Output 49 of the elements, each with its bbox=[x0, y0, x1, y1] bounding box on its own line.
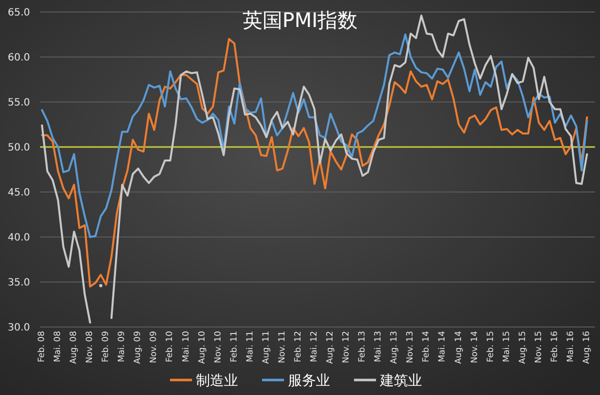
x-tick-label: Mai. 11 bbox=[245, 331, 256, 362]
x-tick-label: Feb. 15 bbox=[486, 331, 496, 362]
line-series bbox=[41, 34, 588, 238]
legend-label: 服务业 bbox=[288, 373, 330, 389]
y-tick-label: 45.0 bbox=[8, 188, 30, 198]
x-tick-label: Nov. 09 bbox=[149, 331, 160, 364]
y-tick-label: 30.0 bbox=[8, 322, 30, 334]
x-tick-label: Mai. 10 bbox=[181, 331, 192, 362]
x-tick-label: Feb. 16 bbox=[550, 331, 560, 362]
y-tick-label: 65.0 bbox=[8, 8, 30, 18]
y-tick-label: 55.0 bbox=[8, 98, 30, 108]
x-tick-label: Aug. 12 bbox=[326, 331, 336, 364]
x-tick-label: Aug. 09 bbox=[133, 331, 144, 364]
x-tick-label: Aug. 13 bbox=[390, 331, 400, 364]
x-tick-label: Nov. 10 bbox=[213, 331, 224, 364]
y-tick-label: 50.0 bbox=[8, 142, 30, 154]
x-tick-label: Mai. 08 bbox=[53, 331, 64, 362]
x-tick-label: Mai. 09 bbox=[117, 331, 128, 362]
x-tick-label: Feb. 11 bbox=[229, 331, 240, 362]
y-tick-label: 60.0 bbox=[8, 52, 30, 64]
x-tick-label: Nov. 15 bbox=[534, 331, 544, 364]
x-tick-label: Nov. 12 bbox=[342, 331, 352, 364]
x-tick-label: Nov. 08 bbox=[85, 331, 96, 364]
x-tick-label: Feb. 08 bbox=[37, 331, 47, 362]
x-tick-label: Aug. 08 bbox=[69, 331, 80, 364]
x-tick-label: Feb. 12 bbox=[293, 331, 304, 362]
x-tick-label: Feb. 10 bbox=[165, 331, 176, 362]
x-tick-label: Feb. 14 bbox=[422, 331, 432, 362]
x-tick-label: Aug. 16 bbox=[582, 331, 592, 364]
x-tick-label: Nov. 13 bbox=[406, 331, 416, 364]
x-tick-label: Nov. 14 bbox=[470, 331, 480, 364]
legend-label: 制造业 bbox=[196, 373, 238, 389]
x-tick-label: Mai. 15 bbox=[502, 331, 512, 362]
y-tick-label: 35.0 bbox=[8, 278, 30, 288]
x-tick-label: Mai. 13 bbox=[374, 331, 384, 362]
x-tick-label: Feb. 13 bbox=[358, 331, 368, 362]
x-tick-label: Aug. 15 bbox=[518, 331, 528, 364]
x-tick-label: Mai. 12 bbox=[310, 331, 320, 362]
y-tick-label: 40.0 bbox=[8, 232, 30, 244]
x-tick-label: Aug. 14 bbox=[454, 331, 464, 364]
line-series bbox=[41, 38, 588, 288]
x-tick-label: Aug. 10 bbox=[197, 331, 208, 364]
x-tick-label: Mai. 16 bbox=[566, 331, 576, 362]
x-tick-label: Aug. 11 bbox=[261, 331, 272, 364]
x-tick-label: Mai. 14 bbox=[438, 331, 448, 362]
chart-title: 英国PMI指数 bbox=[242, 8, 358, 32]
x-tick-label: Feb. 09 bbox=[101, 331, 112, 362]
x-tick-label: Nov. 11 bbox=[277, 331, 288, 364]
legend-label: 建筑业 bbox=[379, 373, 422, 389]
